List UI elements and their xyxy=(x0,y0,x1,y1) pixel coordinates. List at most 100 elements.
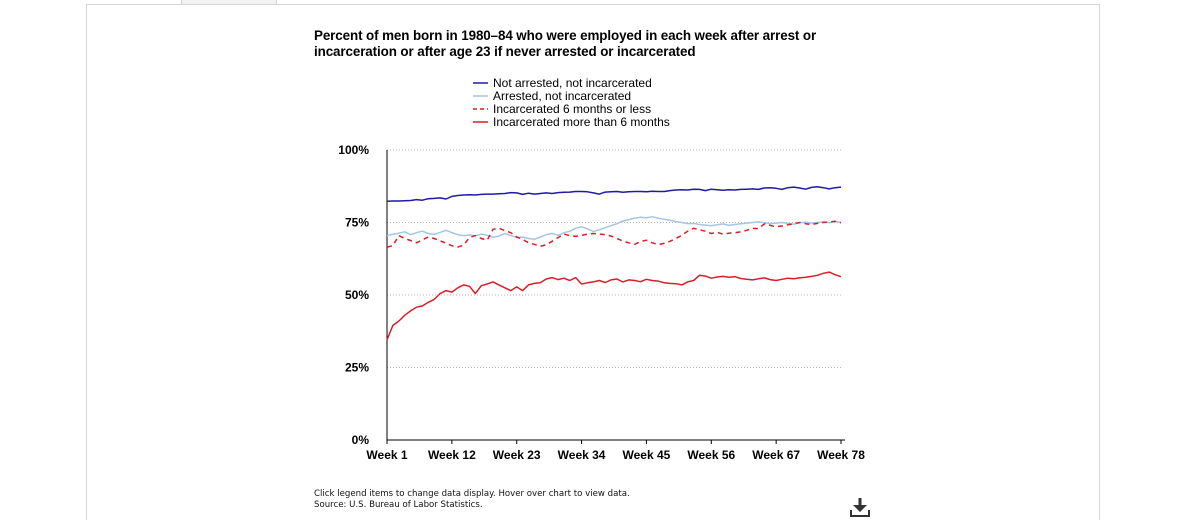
data-point[interactable] xyxy=(839,185,843,189)
data-point[interactable] xyxy=(468,284,472,288)
data-point[interactable] xyxy=(780,224,784,228)
data-point[interactable] xyxy=(550,239,554,243)
data-point[interactable] xyxy=(662,281,666,285)
data-point[interactable] xyxy=(757,227,761,231)
data-point[interactable] xyxy=(739,187,743,191)
data-point[interactable] xyxy=(757,220,761,224)
data-point[interactable] xyxy=(656,243,660,247)
data-point[interactable] xyxy=(509,231,513,235)
data-point[interactable] xyxy=(621,239,625,243)
data-point[interactable] xyxy=(515,191,519,195)
data-point[interactable] xyxy=(568,190,572,194)
data-point[interactable] xyxy=(798,186,802,190)
data-point[interactable] xyxy=(745,221,749,225)
data-point[interactable] xyxy=(473,292,477,296)
data-point[interactable] xyxy=(521,192,525,196)
data-point[interactable] xyxy=(815,273,819,277)
data-point[interactable] xyxy=(751,187,755,191)
data-point[interactable] xyxy=(556,236,560,240)
data-point[interactable] xyxy=(515,285,519,289)
data-point[interactable] xyxy=(827,220,831,224)
data-point[interactable] xyxy=(792,185,796,189)
data-point[interactable] xyxy=(391,323,395,327)
data-point[interactable] xyxy=(774,279,778,283)
data-point[interactable] xyxy=(674,188,678,192)
data-point[interactable] xyxy=(527,237,531,241)
data-point[interactable] xyxy=(639,215,643,219)
data-point[interactable] xyxy=(580,190,584,194)
data-point[interactable] xyxy=(568,279,572,283)
data-point[interactable] xyxy=(544,243,548,247)
data-point[interactable] xyxy=(739,277,743,281)
data-point[interactable] xyxy=(833,186,837,190)
data-point[interactable] xyxy=(727,275,731,279)
data-point[interactable] xyxy=(403,199,407,203)
data-point[interactable] xyxy=(833,273,837,277)
data-point[interactable] xyxy=(603,226,607,230)
data-point[interactable] xyxy=(473,193,477,197)
data-point[interactable] xyxy=(420,304,424,308)
data-point[interactable] xyxy=(403,237,407,241)
data-point[interactable] xyxy=(438,239,442,243)
data-point[interactable] xyxy=(827,270,831,274)
data-point[interactable] xyxy=(768,223,772,227)
data-point[interactable] xyxy=(639,190,643,194)
data-point[interactable] xyxy=(733,223,737,227)
data-point[interactable] xyxy=(562,190,566,194)
data-point[interactable] xyxy=(633,216,637,220)
data-point[interactable] xyxy=(538,235,542,239)
data-point[interactable] xyxy=(509,289,513,293)
data-point[interactable] xyxy=(627,218,631,222)
data-point[interactable] xyxy=(515,235,519,239)
data-point[interactable] xyxy=(680,233,684,237)
data-point[interactable] xyxy=(586,232,590,236)
data-point[interactable] xyxy=(462,193,466,197)
data-point[interactable] xyxy=(798,221,802,225)
data-point[interactable] xyxy=(692,226,696,230)
data-point[interactable] xyxy=(698,273,702,277)
data-point[interactable] xyxy=(503,286,507,290)
data-point[interactable] xyxy=(444,289,448,293)
data-point[interactable] xyxy=(833,219,837,223)
data-point[interactable] xyxy=(709,187,713,191)
data-point[interactable] xyxy=(733,275,737,279)
data-point[interactable] xyxy=(544,233,548,237)
data-point[interactable] xyxy=(586,227,590,231)
data-point[interactable] xyxy=(527,241,531,245)
data-point[interactable] xyxy=(662,217,666,221)
data-point[interactable] xyxy=(586,281,590,285)
data-point[interactable] xyxy=(621,219,625,223)
data-point[interactable] xyxy=(432,237,436,241)
data-point[interactable] xyxy=(403,313,407,317)
data-point[interactable] xyxy=(662,190,666,194)
data-point[interactable] xyxy=(739,222,743,226)
data-point[interactable] xyxy=(698,228,702,232)
data-point[interactable] xyxy=(426,197,430,201)
data-point[interactable] xyxy=(650,241,654,245)
data-point[interactable] xyxy=(774,221,778,225)
data-point[interactable] xyxy=(698,223,702,227)
data-point[interactable] xyxy=(456,194,460,198)
data-point[interactable] xyxy=(615,222,619,226)
data-point[interactable] xyxy=(727,188,731,192)
data-point[interactable] xyxy=(550,232,554,236)
data-point[interactable] xyxy=(615,277,619,281)
data-point[interactable] xyxy=(397,199,401,203)
data-point[interactable] xyxy=(650,215,654,219)
data-point[interactable] xyxy=(444,197,448,201)
data-point[interactable] xyxy=(644,216,648,220)
data-point[interactable] xyxy=(450,231,454,235)
data-point[interactable] xyxy=(497,192,501,196)
data-point[interactable] xyxy=(768,186,772,190)
data-point[interactable] xyxy=(650,279,654,283)
data-point[interactable] xyxy=(780,221,784,225)
data-point[interactable] xyxy=(656,190,660,194)
data-point[interactable] xyxy=(580,282,584,286)
data-point[interactable] xyxy=(485,192,489,196)
data-point[interactable] xyxy=(568,229,572,233)
data-point[interactable] xyxy=(391,244,395,248)
data-point[interactable] xyxy=(397,319,401,323)
data-point[interactable] xyxy=(674,282,678,286)
data-point[interactable] xyxy=(633,242,637,246)
data-point[interactable] xyxy=(415,305,419,309)
